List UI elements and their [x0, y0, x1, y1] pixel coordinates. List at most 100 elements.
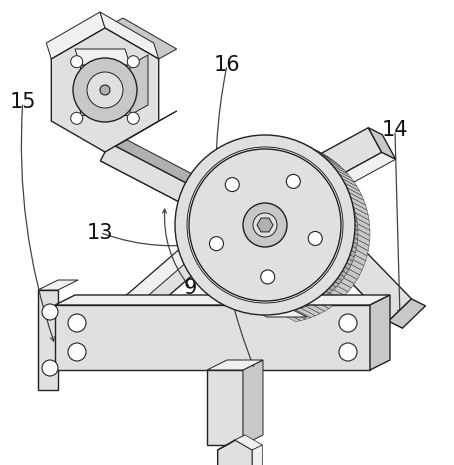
Polygon shape — [105, 111, 177, 152]
Polygon shape — [340, 205, 356, 218]
Circle shape — [42, 360, 58, 376]
Polygon shape — [352, 202, 368, 215]
Polygon shape — [330, 162, 348, 174]
Polygon shape — [338, 249, 354, 261]
Polygon shape — [342, 214, 358, 226]
Polygon shape — [345, 183, 362, 196]
Polygon shape — [326, 234, 411, 321]
Polygon shape — [116, 239, 205, 312]
Polygon shape — [355, 227, 370, 241]
Polygon shape — [257, 218, 273, 232]
Polygon shape — [349, 193, 365, 205]
Polygon shape — [283, 300, 302, 309]
Circle shape — [175, 135, 355, 315]
Circle shape — [68, 314, 86, 332]
Polygon shape — [326, 159, 345, 170]
Polygon shape — [345, 262, 362, 275]
Polygon shape — [300, 293, 319, 303]
Polygon shape — [354, 232, 370, 246]
Polygon shape — [324, 174, 342, 186]
Polygon shape — [330, 181, 347, 193]
Polygon shape — [279, 301, 298, 310]
Polygon shape — [338, 197, 354, 209]
Text: 12: 12 — [327, 222, 354, 243]
Polygon shape — [55, 305, 370, 370]
Polygon shape — [296, 153, 315, 163]
Polygon shape — [336, 170, 355, 182]
Circle shape — [187, 147, 343, 303]
Polygon shape — [51, 28, 159, 152]
Polygon shape — [281, 136, 301, 146]
Polygon shape — [322, 291, 341, 303]
Polygon shape — [324, 272, 342, 284]
Polygon shape — [307, 288, 326, 299]
Polygon shape — [304, 291, 322, 301]
Polygon shape — [350, 197, 367, 210]
Circle shape — [68, 343, 86, 361]
Polygon shape — [291, 297, 311, 306]
Polygon shape — [305, 303, 325, 314]
Circle shape — [189, 149, 341, 301]
Polygon shape — [207, 360, 263, 370]
Polygon shape — [287, 299, 306, 308]
Circle shape — [286, 174, 301, 188]
Polygon shape — [291, 152, 311, 161]
Polygon shape — [339, 245, 355, 257]
Polygon shape — [340, 240, 356, 253]
Polygon shape — [333, 166, 351, 178]
Polygon shape — [300, 155, 319, 165]
Polygon shape — [349, 253, 365, 266]
Polygon shape — [315, 282, 333, 293]
Polygon shape — [321, 171, 339, 182]
Polygon shape — [343, 227, 358, 239]
Circle shape — [225, 178, 239, 192]
Polygon shape — [347, 188, 364, 200]
Polygon shape — [38, 290, 58, 390]
Polygon shape — [339, 174, 357, 186]
Polygon shape — [217, 435, 245, 450]
Polygon shape — [343, 219, 358, 231]
Polygon shape — [342, 232, 358, 244]
Polygon shape — [326, 256, 403, 328]
Polygon shape — [296, 295, 315, 305]
Polygon shape — [315, 165, 333, 176]
Polygon shape — [296, 140, 315, 150]
Polygon shape — [314, 149, 333, 160]
Polygon shape — [307, 159, 326, 170]
Polygon shape — [342, 179, 360, 191]
Polygon shape — [333, 280, 351, 292]
Polygon shape — [217, 440, 252, 465]
Polygon shape — [130, 55, 148, 115]
Polygon shape — [352, 243, 368, 256]
Polygon shape — [341, 236, 357, 248]
Polygon shape — [38, 280, 78, 290]
Polygon shape — [279, 148, 298, 157]
Polygon shape — [291, 139, 311, 148]
Polygon shape — [332, 185, 349, 197]
Text: 10: 10 — [318, 259, 345, 280]
Polygon shape — [318, 279, 336, 290]
Polygon shape — [353, 207, 369, 220]
Polygon shape — [300, 306, 320, 316]
Polygon shape — [300, 142, 320, 153]
Circle shape — [127, 112, 139, 124]
Polygon shape — [100, 143, 250, 234]
Polygon shape — [332, 261, 349, 273]
Polygon shape — [80, 65, 130, 115]
Polygon shape — [327, 269, 345, 280]
Polygon shape — [305, 144, 325, 155]
Circle shape — [339, 343, 357, 361]
Polygon shape — [311, 162, 330, 173]
Circle shape — [209, 237, 223, 251]
Circle shape — [243, 203, 287, 247]
Polygon shape — [339, 272, 357, 284]
Polygon shape — [334, 257, 351, 269]
Polygon shape — [287, 150, 306, 159]
Polygon shape — [336, 193, 353, 205]
Circle shape — [42, 304, 58, 320]
Polygon shape — [252, 445, 262, 465]
Polygon shape — [343, 223, 358, 235]
Polygon shape — [293, 310, 307, 322]
Polygon shape — [350, 248, 367, 261]
Polygon shape — [314, 298, 333, 309]
